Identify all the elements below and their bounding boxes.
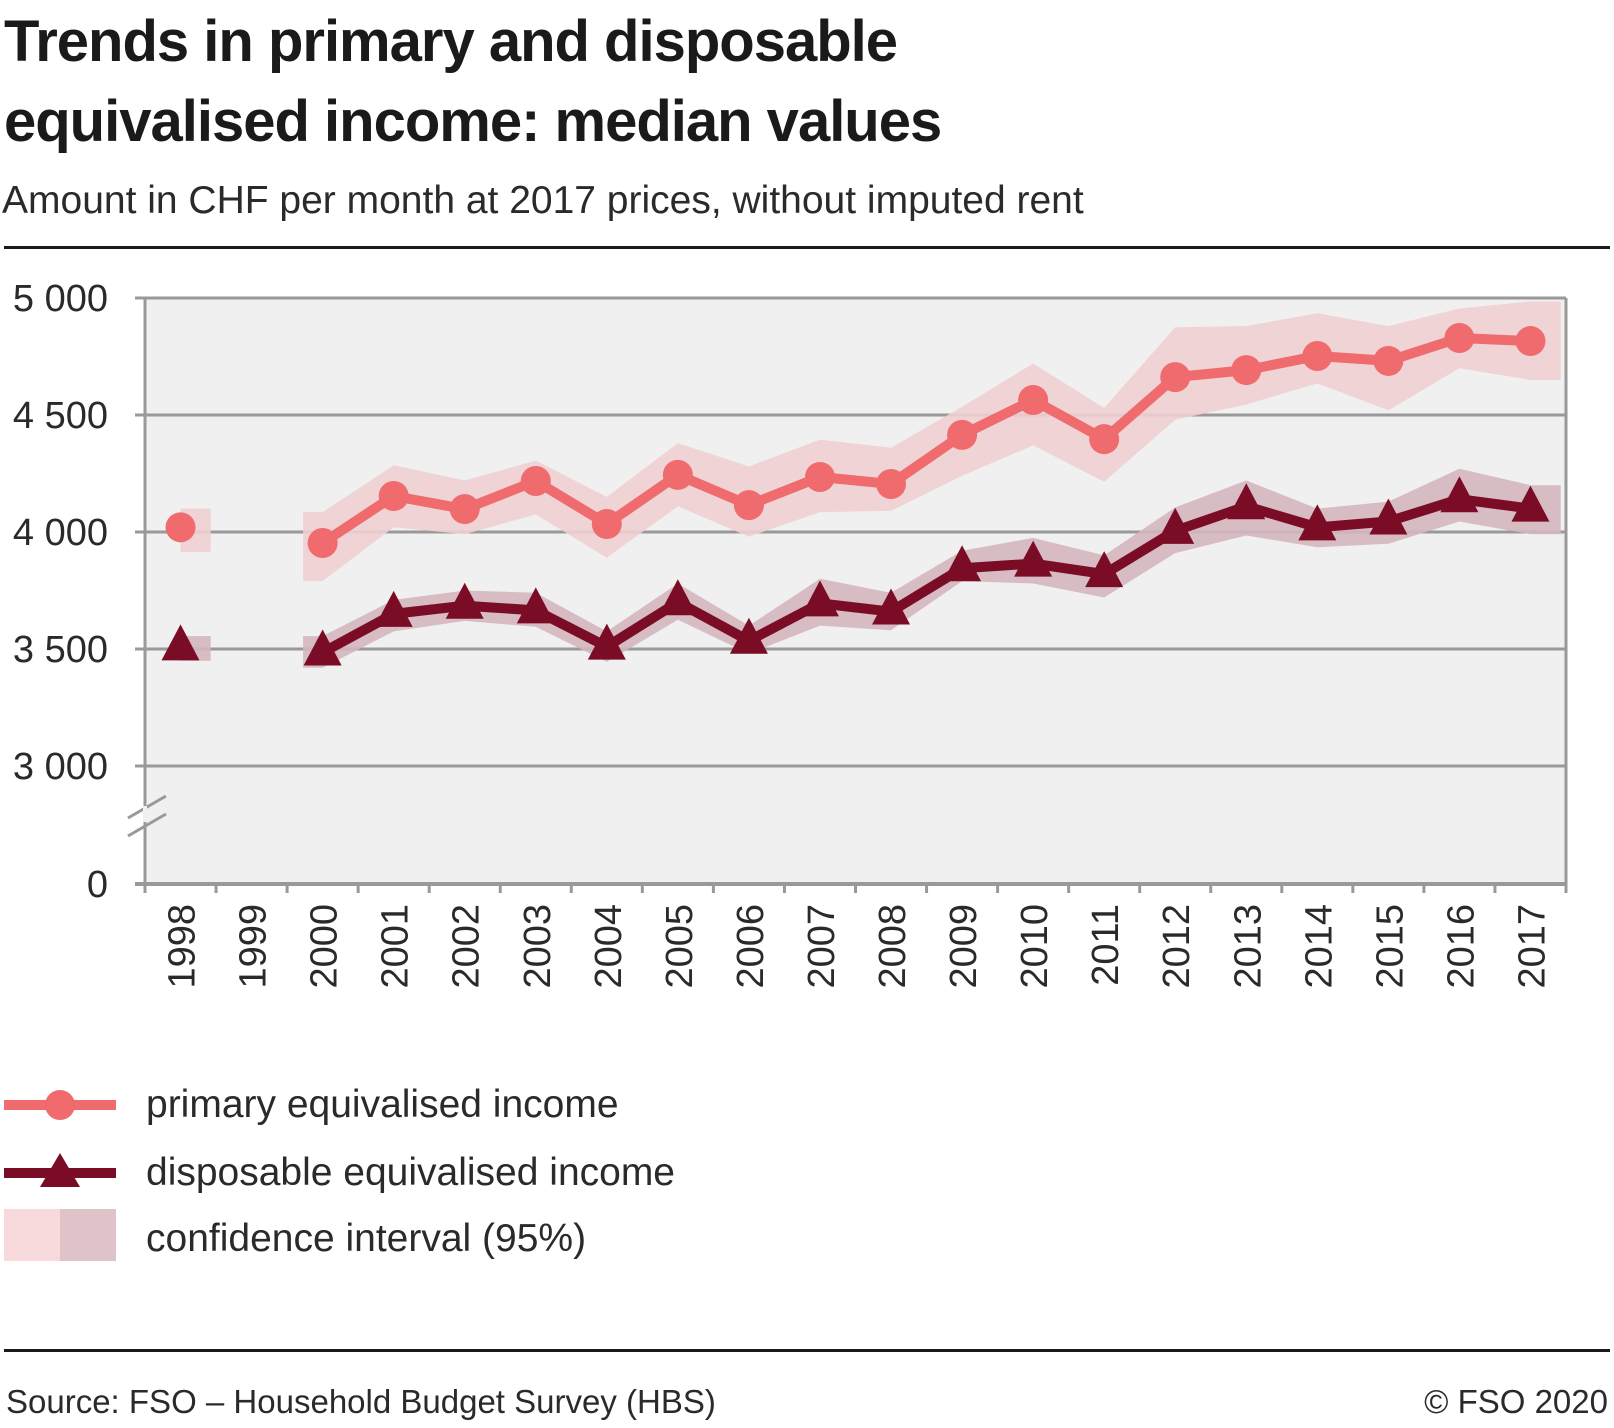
x-tick-label: 2017 <box>1511 904 1553 989</box>
y-tick-label: 4 000 <box>13 512 108 554</box>
legend-item-disposable: disposable equivalised income <box>0 1143 760 1203</box>
y-axis-labels: 0 3 000 3 500 4 000 4 500 5 000 <box>13 278 108 906</box>
y-tick-label: 0 <box>87 864 108 906</box>
y-tick-label: 3 000 <box>13 746 108 788</box>
x-axis-labels: 1998 1999 2000 2001 2002 2003 2004 2005 2006 2007… <box>162 904 1554 989</box>
legend-item-confidence: confidence interval (95%) <box>0 1205 760 1265</box>
data-point-primary <box>1231 355 1262 386</box>
line-chart: 0 3 000 3 500 4 000 4 500 5 000 1998 1999 2000 2… <box>13 278 1568 989</box>
confidence-band-swatch-icon <box>4 1209 116 1261</box>
data-point-disposable <box>445 582 484 619</box>
line-circle-marker-icon <box>4 1090 116 1120</box>
x-tick-label: 2010 <box>1014 904 1056 989</box>
legend-label-primary: primary equivalised income <box>146 1083 619 1126</box>
data-point-disposable <box>658 579 697 616</box>
data-point-disposable <box>1156 507 1195 544</box>
data-point-disposable <box>374 590 413 627</box>
data-point-disposable <box>161 624 200 661</box>
data-point-primary <box>804 462 835 493</box>
data-point-primary <box>378 480 409 511</box>
x-tick-label: 1998 <box>162 904 204 989</box>
data-point-disposable <box>1085 551 1124 588</box>
data-point-primary <box>1018 385 1049 416</box>
data-point-disposable <box>1298 504 1337 541</box>
x-tick-label: 2016 <box>1440 904 1482 989</box>
data-point-primary <box>307 527 338 558</box>
data-point-disposable <box>1227 483 1266 520</box>
data-point-primary <box>449 494 480 525</box>
axes <box>127 296 1568 893</box>
data-point-primary <box>1373 345 1404 376</box>
data-point-disposable <box>303 629 342 666</box>
x-tick-label: 2005 <box>659 904 701 989</box>
data-point-primary <box>1089 424 1120 455</box>
data-point-disposable <box>943 545 982 582</box>
data-point-primary <box>1160 362 1191 393</box>
footer-divider <box>4 1349 1610 1352</box>
x-tick-label: 2015 <box>1369 904 1411 989</box>
legend-item-primary: primary equivalised income <box>0 1075 760 1135</box>
data-point-primary <box>520 465 551 496</box>
legend-label-disposable: disposable equivalised income <box>146 1151 675 1194</box>
data-point-disposable <box>729 617 768 654</box>
data-point-disposable <box>800 580 839 617</box>
y-tick-label: 3 500 <box>13 629 108 671</box>
x-tick-label: 2000 <box>304 904 346 989</box>
data-point-disposable <box>872 588 911 625</box>
x-tick-label: 2014 <box>1298 904 1340 989</box>
data-point-disposable <box>1014 540 1053 577</box>
x-tick-label: 2003 <box>517 904 559 989</box>
data-point-primary <box>1444 323 1475 354</box>
y-tick-label: 5 000 <box>13 278 108 320</box>
data-point-disposable <box>1511 485 1550 522</box>
chart-title-line-1: Trends in primary and disposable <box>4 9 898 74</box>
x-tick-label: 2012 <box>1156 904 1198 989</box>
chart-title-line-2: equivalised income: median values <box>4 89 942 154</box>
header-divider <box>4 246 1610 249</box>
y-tick-label: 4 500 <box>13 395 108 437</box>
data-point-primary <box>662 459 693 490</box>
x-tick-label: 2006 <box>730 904 772 989</box>
data-point-disposable <box>516 587 555 624</box>
x-tick-label: 2011 <box>1085 904 1127 986</box>
chart-subtitle: Amount in CHF per month at 2017 prices, … <box>2 179 1084 222</box>
x-tick-label: 2004 <box>588 904 630 989</box>
data-point-disposable <box>1440 476 1479 513</box>
data-point-primary <box>1302 341 1333 372</box>
x-tick-label: 2007 <box>801 904 843 989</box>
copyright-note: © FSO 2020 <box>1424 1383 1608 1420</box>
data-point-primary <box>947 419 978 450</box>
data-point-primary <box>876 469 907 500</box>
data-point-primary <box>591 509 622 540</box>
x-tick-label: 2008 <box>872 904 914 989</box>
data-point-disposable <box>587 623 626 660</box>
data-point-primary <box>733 490 764 521</box>
x-tick-label: 2002 <box>446 904 488 989</box>
series-markers <box>161 323 1550 666</box>
source-note: Source: FSO – Household Budget Survey (H… <box>6 1383 716 1420</box>
axis-break-mark <box>127 812 167 838</box>
x-tick-label: 2001 <box>375 904 417 989</box>
x-tick-label: 2009 <box>943 904 985 989</box>
line-triangle-marker-icon <box>4 1153 116 1187</box>
chart-title: Trends in primary and disposable equival… <box>4 2 1204 162</box>
data-point-primary <box>165 512 196 543</box>
legend-label-confidence: confidence interval (95%) <box>146 1217 587 1260</box>
data-point-primary <box>1515 326 1546 357</box>
x-tick-label: 2013 <box>1227 904 1269 989</box>
series-line-disposable <box>320 494 1532 657</box>
x-tick-label: 1999 <box>233 904 275 989</box>
data-point-disposable <box>1369 498 1408 535</box>
